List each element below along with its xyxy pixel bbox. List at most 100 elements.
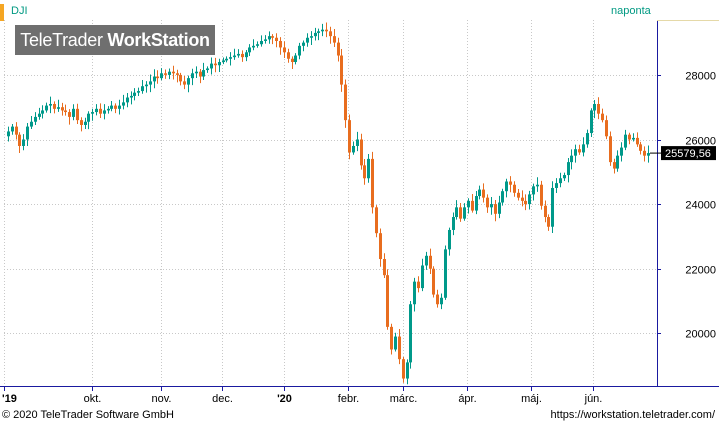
candle-body bbox=[241, 53, 244, 58]
candle-body bbox=[218, 61, 221, 66]
candle bbox=[486, 194, 489, 213]
candle bbox=[532, 183, 535, 201]
candle bbox=[509, 176, 512, 193]
candle-body bbox=[620, 147, 623, 156]
candle bbox=[455, 200, 458, 220]
candle bbox=[490, 197, 493, 215]
candle-body bbox=[333, 36, 336, 43]
candle bbox=[214, 57, 217, 73]
candle-body bbox=[237, 53, 240, 56]
candle-body bbox=[413, 281, 416, 305]
x-tick-label: nov. bbox=[152, 393, 172, 405]
candle-body bbox=[126, 97, 129, 103]
candle bbox=[30, 115, 33, 129]
candle bbox=[620, 142, 623, 162]
candle bbox=[394, 332, 397, 352]
accent-bar bbox=[0, 4, 4, 21]
candle bbox=[287, 48, 290, 63]
candle-body bbox=[34, 116, 37, 122]
candle bbox=[498, 195, 501, 219]
candle bbox=[536, 177, 539, 192]
candle bbox=[122, 94, 125, 110]
candle-body bbox=[494, 204, 497, 214]
candle-body bbox=[513, 184, 516, 193]
candle bbox=[11, 123, 14, 135]
candle-body bbox=[68, 112, 71, 117]
candle-body bbox=[183, 81, 186, 85]
candle bbox=[145, 81, 148, 93]
candle-body bbox=[195, 71, 198, 74]
candle-body bbox=[191, 73, 194, 79]
candle bbox=[593, 100, 596, 119]
candle-body bbox=[252, 45, 255, 48]
candle-body bbox=[26, 126, 29, 140]
candle-body bbox=[348, 120, 351, 153]
candle bbox=[172, 65, 175, 80]
candle-body bbox=[586, 133, 589, 145]
candle bbox=[344, 79, 347, 128]
candle-body bbox=[30, 121, 33, 127]
candle-body bbox=[91, 112, 94, 114]
chart-interval: naponta bbox=[611, 5, 651, 17]
candle-body bbox=[107, 108, 110, 111]
teletrader-watermark-logo: TeleTrader WorkStation bbox=[15, 25, 215, 55]
candle bbox=[643, 146, 646, 162]
candle bbox=[540, 180, 543, 210]
candle-body bbox=[570, 155, 573, 163]
candle-body bbox=[421, 265, 424, 289]
candle bbox=[505, 178, 508, 198]
candle-body bbox=[145, 84, 148, 87]
candle bbox=[156, 70, 159, 84]
candle-body bbox=[352, 145, 355, 153]
axes bbox=[0, 20, 719, 387]
candle bbox=[168, 68, 171, 80]
candle bbox=[501, 188, 504, 206]
candle bbox=[406, 359, 409, 385]
candle bbox=[452, 212, 455, 236]
candle-body bbox=[444, 249, 447, 298]
candle-body bbox=[582, 144, 585, 153]
candle-body bbox=[245, 52, 248, 58]
candle bbox=[425, 251, 428, 270]
candle bbox=[329, 26, 332, 44]
candle-body bbox=[371, 158, 374, 208]
website-link[interactable]: https://workstation.teletrader.com/ bbox=[550, 409, 715, 421]
candle-body bbox=[616, 155, 619, 169]
candle bbox=[567, 157, 570, 183]
candle bbox=[237, 49, 240, 58]
candle-body bbox=[632, 137, 635, 140]
candle bbox=[291, 56, 294, 70]
candle-body bbox=[80, 120, 83, 125]
candle-body bbox=[103, 110, 106, 114]
candle-body bbox=[505, 181, 508, 192]
candle-body bbox=[613, 162, 616, 169]
candle-body bbox=[360, 139, 363, 166]
candle-body bbox=[314, 32, 317, 37]
candle bbox=[191, 68, 194, 86]
candle-body bbox=[639, 144, 642, 151]
candle-body bbox=[271, 36, 274, 38]
candle-body bbox=[160, 73, 163, 79]
chart-symbol: DJI bbox=[11, 5, 28, 17]
candle bbox=[521, 190, 524, 207]
candle bbox=[467, 198, 470, 214]
candle bbox=[352, 141, 355, 155]
candle-body bbox=[57, 107, 60, 109]
candle bbox=[436, 289, 439, 308]
candle-body bbox=[509, 181, 512, 185]
candle-body bbox=[383, 259, 386, 276]
candle bbox=[137, 87, 140, 96]
candle bbox=[636, 132, 639, 147]
copyright-text: © 2020 TeleTrader Software GmbH bbox=[2, 409, 174, 421]
candle bbox=[547, 214, 550, 231]
candle bbox=[590, 108, 593, 138]
candle-body bbox=[287, 52, 290, 59]
candle-body bbox=[578, 149, 581, 153]
candle bbox=[363, 159, 366, 185]
candle bbox=[609, 131, 612, 166]
candle bbox=[233, 48, 236, 60]
candle bbox=[379, 228, 382, 267]
candle-body bbox=[49, 103, 52, 106]
candle-body bbox=[490, 204, 493, 208]
